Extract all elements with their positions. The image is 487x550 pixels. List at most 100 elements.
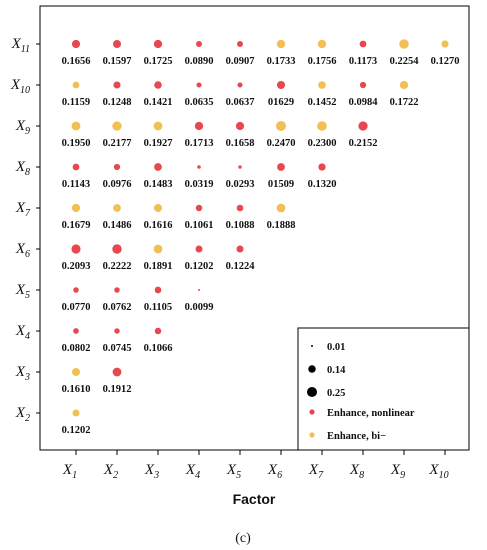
bubble-X6-X11 <box>276 39 286 49</box>
bubble-X7-X9 <box>317 121 327 131</box>
value-label: 0.1679 <box>62 220 91 231</box>
value-label: 0.1248 <box>103 97 132 108</box>
value-label: 0.1891 <box>144 261 173 272</box>
value-label: 0.1756 <box>308 56 337 67</box>
value-label: 0.0637 <box>226 97 255 108</box>
bubble-X2-X6 <box>112 244 122 254</box>
x-tick-label: X1 <box>62 462 77 481</box>
y-tick-label: X7 <box>15 200 31 219</box>
legend-size-label: 0.25 <box>327 388 345 399</box>
value-label: 0.1202 <box>62 425 91 436</box>
legend-box <box>297 327 470 451</box>
bubble-X6-X7 <box>276 203 286 213</box>
value-label: 0.0984 <box>349 97 379 108</box>
value-label: 0.0099 <box>185 302 214 313</box>
value-label: 0.1061 <box>185 220 214 231</box>
bubble-X10-X11 <box>441 40 449 48</box>
bubble-X2-X5 <box>114 287 120 293</box>
bubble-X7-X11 <box>317 39 327 49</box>
value-label: 0.1713 <box>185 138 214 149</box>
bubble-X7-X8 <box>318 163 326 171</box>
value-label: 0.1927 <box>144 138 173 149</box>
value-label: 0.1950 <box>62 138 91 149</box>
legend-color-dot <box>309 432 315 438</box>
bubble-X8-X10 <box>359 81 367 89</box>
x-tick-label: X8 <box>349 462 364 481</box>
value-label: 0.1088 <box>226 220 255 231</box>
value-label: 0.1483 <box>144 179 173 190</box>
value-label: 0.2222 <box>103 261 132 272</box>
bubble-X2-X7 <box>113 204 121 212</box>
bubble-X1-X9 <box>71 121 81 131</box>
value-label: 0.1656 <box>62 56 91 67</box>
value-label: 0.1912 <box>103 384 132 395</box>
bubble-X2-X10 <box>113 81 121 89</box>
value-label: 0.1421 <box>144 97 173 108</box>
bubble-X4-X9 <box>194 121 204 131</box>
value-label: 0.1725 <box>144 56 173 67</box>
bubble-X5-X11 <box>236 40 244 48</box>
figure-caption: (c) <box>235 531 251 546</box>
y-tick-label: X4 <box>15 323 30 342</box>
bubble-X7-X10 <box>318 81 326 89</box>
value-label: 0.2254 <box>390 56 420 67</box>
x-tick-label: X3 <box>144 462 159 481</box>
y-tick-label: X10 <box>10 77 30 96</box>
bubble-X9-X11 <box>399 39 409 49</box>
value-label: 0.2470 <box>267 138 296 149</box>
data-points: 0.1656 0.1597 0.1725 0.0890 0.0907 0.1733 0.17… <box>62 39 460 436</box>
legend: 0.01 0.14 0.25 Enhance, nonlinear Enhance, b… <box>297 327 470 451</box>
legend-size-dot <box>307 387 317 397</box>
x-tick-label: X4 <box>185 462 200 481</box>
bubble-X4-X10 <box>196 82 202 88</box>
bubble-X4-X6 <box>195 245 203 253</box>
x-tick-label: X10 <box>428 462 448 481</box>
value-label: 0.1658 <box>226 138 255 149</box>
value-label: 0.1452 <box>308 97 337 108</box>
y-tick-label: X2 <box>15 405 30 424</box>
legend-color-dot <box>309 409 315 415</box>
value-label: 0.0976 <box>103 179 132 190</box>
value-label: 0.1486 <box>103 220 132 231</box>
x-tick-label: X5 <box>226 462 241 481</box>
value-label: 0.0762 <box>103 302 132 313</box>
value-label: 0.1105 <box>144 302 172 313</box>
value-label: 0.1202 <box>185 261 214 272</box>
bubble-X5-X8 <box>238 165 242 169</box>
y-tick-label: X11 <box>11 36 30 55</box>
bubble-X1-X5 <box>73 287 79 293</box>
value-label: 01629 <box>268 97 294 108</box>
bubble-X2-X3 <box>112 367 122 377</box>
legend-type-label: Enhance, nonlinear <box>327 408 415 419</box>
bubble-X1-X3 <box>71 367 81 377</box>
legend-type-label: Enhance, bi− <box>327 431 386 442</box>
value-label: 0.1610 <box>62 384 91 395</box>
bubble-X3-X11 <box>153 39 163 49</box>
plot-frame <box>39 5 470 451</box>
value-label: 0.0770 <box>62 302 91 313</box>
value-label: 0.2152 <box>349 138 378 149</box>
y-tick-label: X9 <box>15 118 30 137</box>
bubble-X1-X8 <box>72 163 80 171</box>
bubble-X5-X7 <box>236 204 244 212</box>
value-label: 0.1066 <box>144 343 173 354</box>
value-label: 0.1159 <box>62 97 90 108</box>
value-label: 0.0745 <box>103 343 132 354</box>
bubble-X9-X10 <box>399 80 409 90</box>
value-label: 0.0907 <box>226 56 255 67</box>
bubble-X4-X8 <box>197 165 201 169</box>
bubble-X3-X8 <box>154 163 162 171</box>
y-tick-label: X6 <box>15 241 30 260</box>
bubble-X6-X10 <box>276 80 286 90</box>
legend-size-dot <box>311 345 313 347</box>
bubble-X4-X11 <box>196 41 202 47</box>
value-label: 01509 <box>268 179 294 190</box>
value-label: 0.1270 <box>431 56 460 67</box>
value-label: 0.2300 <box>308 138 337 149</box>
bubble-X1-X2 <box>72 409 80 417</box>
bubble-X3-X9 <box>153 121 163 131</box>
y-tick-label: X5 <box>15 282 30 301</box>
legend-size-dot <box>308 365 316 373</box>
value-label: 0.0293 <box>226 179 255 190</box>
bubble-X1-X6 <box>71 244 81 254</box>
